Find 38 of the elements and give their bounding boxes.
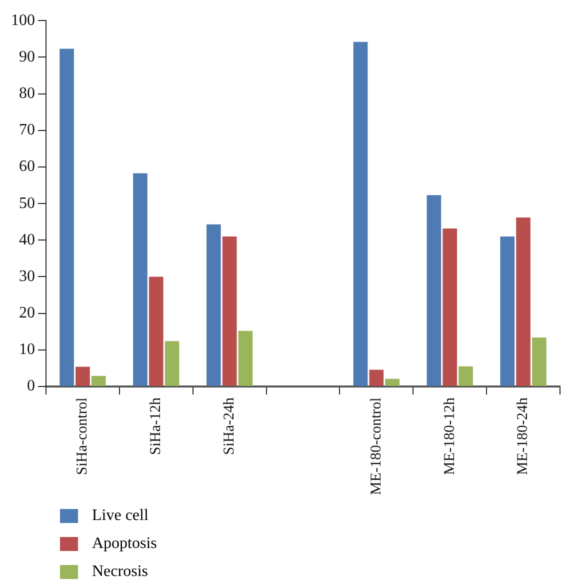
bar bbox=[76, 366, 90, 386]
y-tick-label: 90 bbox=[19, 48, 35, 66]
bar bbox=[60, 48, 74, 386]
y-tick-label: 70 bbox=[19, 122, 35, 139]
y-tick-label: 20 bbox=[19, 304, 35, 322]
bar bbox=[148, 276, 164, 386]
bar bbox=[385, 378, 400, 386]
y-tick-label: 50 bbox=[19, 194, 35, 212]
bar bbox=[91, 376, 106, 386]
x-tick-label: SiHa-control bbox=[74, 398, 91, 476]
bar bbox=[442, 228, 458, 386]
bar bbox=[516, 217, 530, 386]
x-tick-label: ME-180-24h bbox=[515, 397, 532, 476]
bar bbox=[532, 337, 546, 386]
legend-label: Apoptosis bbox=[92, 535, 157, 553]
y-tick-label: 40 bbox=[19, 231, 35, 248]
bar bbox=[369, 370, 384, 386]
bar bbox=[238, 330, 253, 386]
x-tick-label: SiHa-24h bbox=[222, 397, 238, 456]
y-tick-label: 100 bbox=[11, 12, 35, 29]
bar bbox=[458, 366, 473, 386]
x-tick-label: ME-180-control bbox=[368, 398, 384, 496]
y-tick-label: 60 bbox=[19, 158, 35, 176]
bar bbox=[206, 224, 221, 386]
x-tick-label: SiHa-12h bbox=[148, 397, 164, 456]
y-tick-label: 0 bbox=[27, 378, 35, 395]
bar bbox=[500, 236, 515, 386]
y-tick-label: 10 bbox=[19, 341, 35, 358]
x-tick-label: ME-180-12h bbox=[442, 397, 458, 476]
bar bbox=[353, 42, 368, 386]
y-tick-label: 80 bbox=[19, 84, 35, 102]
bar bbox=[426, 195, 442, 386]
legend-label: Necrosis bbox=[92, 563, 148, 581]
bar bbox=[164, 341, 180, 386]
y-tick-label: 30 bbox=[19, 268, 35, 285]
bar bbox=[133, 173, 148, 386]
legend-label: Live cell bbox=[92, 507, 148, 525]
bar bbox=[222, 236, 237, 386]
